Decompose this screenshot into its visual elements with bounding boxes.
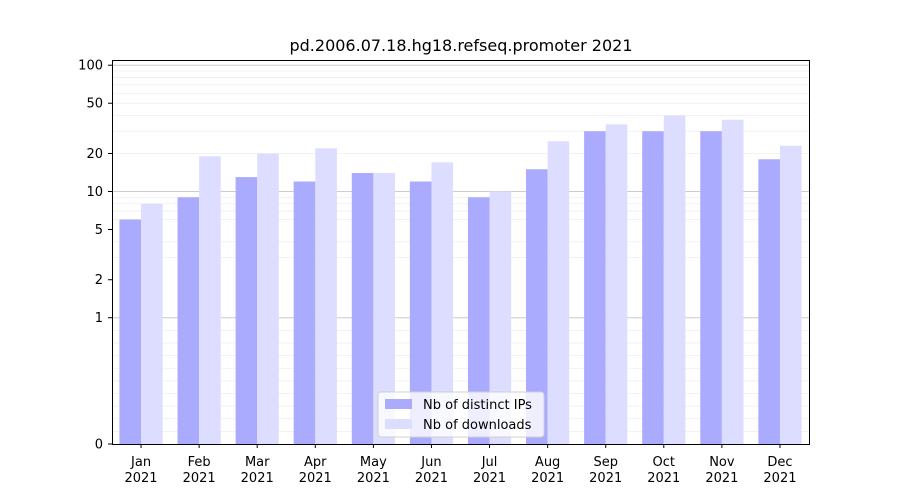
x-tick-label-year: 2021 [124,471,157,486]
bar-distinct-ips [700,131,722,444]
y-tick-label: 50 [86,97,103,112]
bar-downloads [779,145,802,444]
bar-downloads [373,173,395,444]
x-tick-label-month: Apr [304,455,327,470]
y-tick-label: 20 [86,147,103,162]
bar-downloads [199,156,221,444]
bar-distinct-ips [235,177,258,445]
x-tick-label-month: Jun [420,455,441,470]
y-tick-label: 100 [78,59,103,74]
bars [119,115,802,445]
bar-downloads [663,115,686,445]
x-tick-label-month: Jul [481,455,498,470]
bar-distinct-ips [351,173,374,444]
y-tick-label: 5 [95,223,103,238]
x-tick-label-year: 2021 [183,471,216,486]
x-tick-label-month: Oct [653,455,675,470]
plot-frame [112,60,810,445]
bar-distinct-ips [758,159,780,445]
y-tick-label: 0 [95,438,103,453]
x-tick-label-year: 2021 [705,471,738,486]
bar-downloads [489,191,512,444]
x-tick-label-month: Nov [709,455,735,470]
x-tick-label-year: 2021 [415,471,448,486]
y-tick-label: 2 [95,273,103,288]
bar-distinct-ips [526,169,548,444]
bar-downloads [721,119,744,445]
chart-title: pd.2006.07.18.hg18.refseq.promoter 2021 [289,36,632,55]
x-tick-label-month: Jan [130,455,151,470]
x-tick-label-month: May [360,455,387,470]
bar-distinct-ips [293,181,316,444]
gridlines [112,64,809,432]
y-tick-label: 1 [95,311,103,326]
x-tick-label-year: 2021 [357,471,390,486]
bar-distinct-ips [177,197,200,444]
x-tick-label-month: Aug [535,455,560,470]
bar-downloads [547,141,570,444]
x-tick-label-month: Dec [767,455,792,470]
bar-downloads [257,153,279,444]
bar-downloads [431,162,454,444]
bar-downloads [315,148,337,444]
x-tick-label-year: 2021 [531,471,564,486]
legend-label: Nb of distinct IPs [423,398,532,413]
x-tick-label-year: 2021 [473,471,506,486]
bar-distinct-ips [642,131,664,444]
bar-downloads [605,124,628,444]
legend-swatch [385,419,412,429]
bar-distinct-ips [467,197,490,444]
bar-distinct-ips [409,181,432,444]
x-tick-label-year: 2021 [299,471,332,486]
x-tick-label-year: 2021 [589,471,622,486]
x-tick-label-year: 2021 [763,471,796,486]
y-axis: 0 1 2 5 10 20 50 100 [78,59,112,453]
x-tick-label-month: Mar [245,455,270,470]
legend-swatch [385,399,412,409]
x-tick-label-year: 2021 [647,471,680,486]
bar-distinct-ips [584,131,606,444]
bar-downloads [141,203,163,444]
legend-label: Nb of downloads [423,418,532,433]
y-tick-label: 10 [86,185,103,200]
x-tick-label-month: Feb [188,455,211,470]
legend: Nb of distinct IPs Nb of downloads [377,391,545,438]
bar-distinct-ips [119,219,142,444]
x-tick-label-year: 2021 [241,471,274,486]
x-tick-label-month: Sep [593,455,618,470]
legend-box [377,391,545,438]
x-axis: Jan2021Feb2021Mar2021Apr2021May2021Jun20… [124,444,797,486]
